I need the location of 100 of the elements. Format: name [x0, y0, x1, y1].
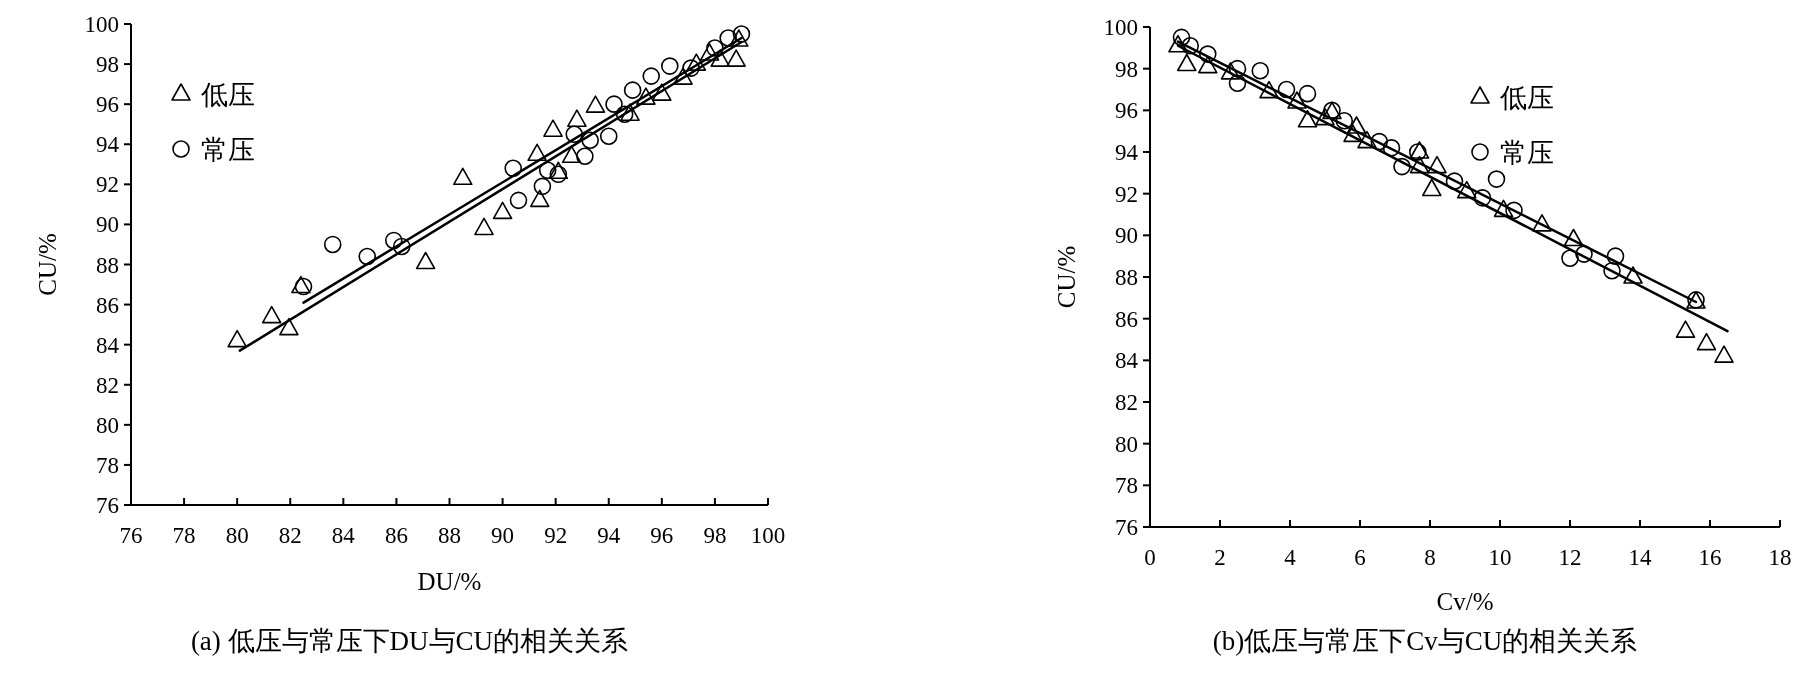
x-tick-label: 6: [1354, 545, 1366, 570]
y-tick-label: 86: [1115, 306, 1138, 332]
point: [543, 119, 563, 138]
point: [1297, 109, 1318, 128]
point: [1603, 261, 1621, 280]
point: [567, 109, 587, 127]
text: (a) 低压与常压下DU与CU的相关关系: [190, 626, 629, 656]
legend-label: 低压: [1500, 83, 1554, 113]
y-tick-label: 94: [1115, 140, 1139, 165]
y-tick-label: 92: [96, 172, 119, 198]
point: [585, 95, 606, 113]
x-tick-label: 14: [1628, 545, 1652, 570]
y-tick-label: 82: [1115, 390, 1138, 415]
point: [623, 81, 642, 99]
point: [636, 87, 656, 105]
point: [1298, 84, 1317, 103]
x-tick-label: 100: [750, 523, 786, 548]
point: [661, 57, 679, 75]
y-tick-label: 100: [84, 12, 119, 37]
point: [1346, 116, 1367, 134]
point: [492, 201, 513, 220]
x-tick-label: 98: [703, 523, 727, 548]
point: [529, 189, 550, 208]
point: [732, 25, 751, 43]
y-tick-label: 84: [96, 332, 120, 358]
point: [615, 105, 634, 123]
point: [599, 127, 618, 146]
point: [323, 235, 342, 254]
x-tick-label: 2: [1214, 545, 1226, 570]
point: [358, 247, 377, 266]
y-tick-label: 98: [96, 52, 119, 78]
x-tick-label: 96: [650, 523, 674, 548]
y-tick-label: 80: [1115, 431, 1138, 457]
point: [261, 305, 282, 324]
y-axis-title: CU/%: [34, 233, 61, 296]
point: [1623, 266, 1643, 284]
point: [652, 83, 672, 101]
point: [1251, 61, 1270, 80]
y-tick-label: 96: [1115, 98, 1138, 124]
point: [1220, 62, 1241, 80]
point: [1714, 345, 1734, 363]
point: [561, 145, 582, 164]
legend-label: 常压: [201, 135, 255, 165]
x-axis-title: Cv/%: [1436, 588, 1494, 615]
y-tick-label: 92: [1115, 181, 1138, 207]
point: [1456, 180, 1477, 199]
point: [1172, 28, 1191, 47]
y-tick-label: 88: [96, 252, 119, 278]
point: [1473, 189, 1492, 207]
point: [474, 217, 494, 236]
y-tick-label: 100: [1103, 15, 1138, 40]
point: [1427, 155, 1447, 174]
legend-label: 常压: [1500, 138, 1554, 168]
point: [620, 103, 640, 121]
point: [392, 237, 411, 256]
point: [1277, 80, 1296, 99]
point: [1563, 228, 1584, 247]
point: [509, 191, 528, 210]
point: [1696, 332, 1717, 351]
point: [1393, 157, 1411, 176]
point: [729, 29, 749, 47]
point: [1575, 245, 1593, 263]
y-tick-label: 82: [96, 372, 119, 398]
y-tick-label: 96: [96, 92, 119, 118]
point: [699, 43, 720, 61]
y-tick-label: 76: [96, 493, 119, 518]
point: [1287, 91, 1307, 109]
x-tick-label: 16: [1698, 545, 1722, 570]
point: [1561, 249, 1579, 268]
point: [605, 95, 623, 113]
point: [227, 329, 247, 348]
point: [415, 251, 436, 270]
y-axis-title: CU/%: [1053, 245, 1080, 309]
x-tick-label: 4: [1284, 545, 1297, 570]
point: [1493, 199, 1514, 218]
x-tick-label: 80: [225, 523, 249, 548]
y-tick-label: 86: [96, 292, 119, 318]
x-tick-label: 18: [1768, 545, 1792, 570]
point: [706, 39, 724, 57]
x-tick-label: 92: [544, 523, 568, 548]
y-tick-label: 78: [96, 452, 119, 478]
x-tick-label: 86: [384, 523, 408, 548]
x-tick-label: 76: [119, 523, 143, 548]
point: [719, 29, 737, 47]
y-tick-label: 80: [96, 412, 119, 438]
x-tick-label: 0: [1144, 545, 1156, 570]
point: [1315, 107, 1335, 126]
point: [682, 59, 700, 77]
point: [1197, 55, 1218, 74]
x-tick-label: 90: [491, 523, 515, 548]
point: [1675, 320, 1696, 338]
point: [642, 67, 661, 85]
point: [1487, 170, 1506, 188]
point: [1532, 214, 1552, 232]
point: [1343, 124, 1363, 143]
point: [549, 165, 568, 184]
x-axis-title: DU/%: [417, 568, 482, 595]
point: [548, 161, 569, 180]
point: [1168, 34, 1188, 53]
point: [1421, 178, 1442, 197]
